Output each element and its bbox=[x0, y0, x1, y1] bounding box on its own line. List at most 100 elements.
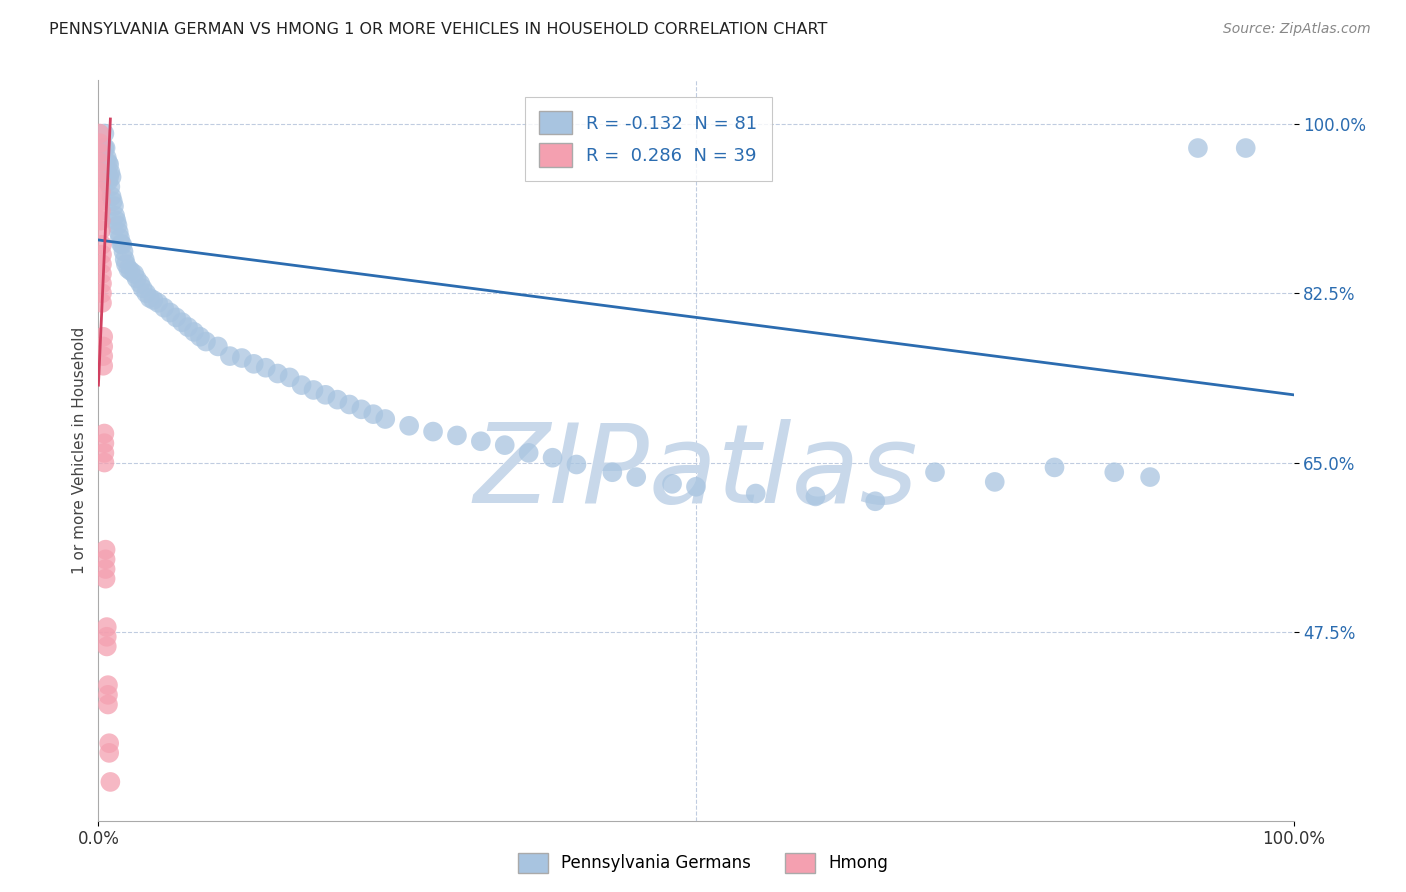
Point bbox=[89, 136, 111, 151]
Y-axis label: 1 or more Vehicles in Household: 1 or more Vehicles in Household bbox=[72, 326, 87, 574]
Point bbox=[1234, 141, 1257, 155]
Point bbox=[96, 620, 118, 634]
Point bbox=[267, 367, 290, 381]
Point bbox=[98, 157, 121, 171]
Legend: Pennsylvania Germans, Hmong: Pennsylvania Germans, Hmong bbox=[512, 847, 894, 880]
Point bbox=[177, 320, 200, 334]
Point bbox=[159, 305, 181, 319]
Point bbox=[745, 486, 768, 500]
Point bbox=[470, 434, 492, 449]
Point bbox=[94, 155, 117, 169]
Point bbox=[108, 231, 131, 245]
Point bbox=[231, 351, 253, 365]
Point bbox=[100, 169, 122, 184]
Point bbox=[98, 169, 121, 184]
Point bbox=[363, 407, 385, 421]
Point bbox=[90, 194, 112, 209]
Point bbox=[89, 165, 111, 179]
Point bbox=[350, 402, 373, 417]
Point bbox=[91, 277, 114, 291]
Point bbox=[94, 572, 117, 586]
Legend: R = -0.132  N = 81, R =  0.286  N = 39: R = -0.132 N = 81, R = 0.286 N = 39 bbox=[524, 96, 772, 181]
Point bbox=[94, 552, 117, 566]
Point bbox=[865, 494, 887, 508]
Point bbox=[100, 189, 122, 203]
Point bbox=[326, 392, 349, 407]
Point bbox=[104, 209, 127, 223]
Point bbox=[98, 775, 122, 789]
Point bbox=[207, 339, 229, 353]
Point bbox=[91, 286, 114, 301]
Point bbox=[195, 334, 218, 349]
Point bbox=[93, 456, 115, 470]
Point bbox=[93, 426, 115, 441]
Point bbox=[91, 267, 114, 281]
Point bbox=[139, 291, 162, 305]
Point bbox=[93, 141, 115, 155]
Point bbox=[219, 349, 242, 363]
Point bbox=[1187, 141, 1209, 155]
Point bbox=[602, 465, 624, 479]
Point bbox=[446, 428, 468, 442]
Point bbox=[94, 542, 117, 557]
Point bbox=[98, 165, 122, 179]
Point bbox=[90, 203, 112, 218]
Point bbox=[89, 127, 111, 141]
Text: ZIPatlas: ZIPatlas bbox=[474, 419, 918, 526]
Point bbox=[153, 301, 176, 315]
Point bbox=[90, 175, 112, 189]
Point bbox=[142, 293, 165, 307]
Point bbox=[97, 155, 120, 169]
Point bbox=[90, 185, 112, 199]
Point bbox=[125, 271, 148, 285]
Point bbox=[91, 330, 114, 344]
Point bbox=[924, 465, 946, 479]
Point bbox=[97, 175, 120, 189]
Point bbox=[1139, 470, 1161, 484]
Point bbox=[98, 746, 121, 760]
Point bbox=[97, 678, 120, 692]
Point bbox=[120, 264, 142, 278]
Point bbox=[93, 446, 115, 460]
Point bbox=[91, 349, 114, 363]
Point bbox=[91, 339, 114, 353]
Point bbox=[291, 378, 314, 392]
Point bbox=[115, 257, 138, 271]
Point bbox=[685, 480, 707, 494]
Point bbox=[107, 219, 129, 233]
Point bbox=[96, 630, 118, 644]
Point bbox=[103, 199, 125, 213]
Point bbox=[374, 412, 396, 426]
Point bbox=[135, 286, 157, 301]
Point bbox=[91, 359, 114, 373]
Point bbox=[105, 213, 128, 227]
Point bbox=[183, 325, 205, 339]
Point bbox=[89, 155, 111, 169]
Point bbox=[97, 698, 120, 712]
Point bbox=[96, 151, 118, 165]
Point bbox=[90, 223, 112, 237]
Point bbox=[96, 165, 118, 179]
Point bbox=[804, 490, 827, 504]
Point bbox=[91, 257, 114, 271]
Text: Source: ZipAtlas.com: Source: ZipAtlas.com bbox=[1223, 22, 1371, 37]
Point bbox=[243, 357, 266, 371]
Point bbox=[661, 476, 683, 491]
Point bbox=[112, 244, 135, 259]
Point bbox=[565, 458, 588, 472]
Point bbox=[626, 470, 648, 484]
Point bbox=[339, 397, 361, 411]
Point bbox=[129, 277, 152, 291]
Text: PENNSYLVANIA GERMAN VS HMONG 1 OR MORE VEHICLES IN HOUSEHOLD CORRELATION CHART: PENNSYLVANIA GERMAN VS HMONG 1 OR MORE V… bbox=[49, 22, 828, 37]
Point bbox=[172, 315, 194, 329]
Point bbox=[94, 141, 117, 155]
Point bbox=[89, 145, 111, 160]
Point bbox=[254, 360, 277, 375]
Point bbox=[110, 236, 132, 251]
Point bbox=[96, 640, 118, 654]
Point bbox=[188, 330, 211, 344]
Point bbox=[494, 438, 516, 452]
Point bbox=[1104, 465, 1126, 479]
Point bbox=[1043, 460, 1066, 475]
Point bbox=[111, 237, 134, 252]
